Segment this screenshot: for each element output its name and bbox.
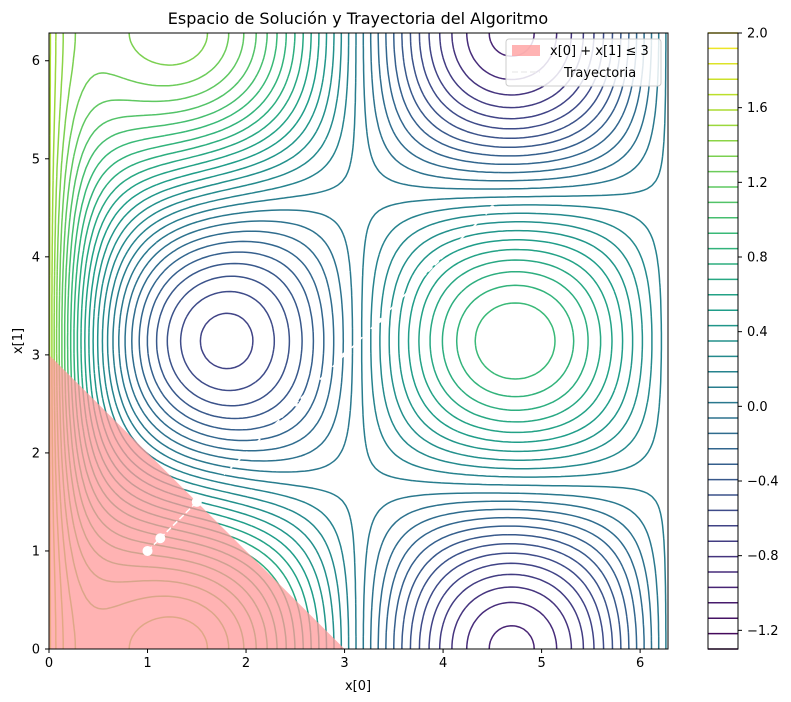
y-tick-label: 4	[32, 250, 40, 265]
trajectory-point	[155, 533, 166, 544]
trajectory-point	[292, 401, 298, 407]
colorbar-tick-label: −0.4	[747, 475, 779, 490]
trajectory-point	[376, 318, 382, 324]
contour-level-11	[155, 33, 622, 649]
legend-swatch-region	[512, 45, 540, 56]
contour-level-12	[146, 33, 630, 649]
trajectory-point	[489, 205, 495, 211]
x-tick-label: 3	[340, 656, 348, 671]
y-tick-label: 5	[32, 152, 40, 167]
contour-level-15	[124, 33, 653, 649]
colorbar-tick-label: 1.2	[747, 176, 768, 191]
x-tick-label: 4	[439, 656, 447, 671]
y-axis-label: x[1]	[11, 328, 26, 354]
x-axis-label: x[0]	[345, 679, 371, 694]
colorbar-tick-label: 0.0	[747, 400, 768, 415]
legend-frame	[505, 38, 662, 87]
trajectory	[142, 205, 495, 556]
colorbar-frame	[707, 32, 739, 650]
x-axis: 0 1 2 3 4 5 6	[45, 649, 644, 671]
contour-level-6	[451, 33, 573, 649]
x-tick-label: 6	[636, 656, 644, 671]
y-tick-label: 6	[32, 54, 40, 69]
colorbar: 2.0 1.6 1.2 0.8 0.4 0.0 −0.4 −0.8 −1.2	[707, 27, 779, 650]
y-tick-label: 2	[32, 446, 40, 461]
legend-label-trajectory: Trayectoria	[563, 66, 636, 81]
y-tick-label: 0	[32, 643, 40, 658]
colorbar-tick-label: −1.2	[747, 624, 779, 639]
y-tick-label: 1	[32, 544, 40, 559]
x-tick-label: 1	[143, 656, 151, 671]
contour-level-13	[138, 33, 638, 649]
colorbar-tick-label: 0.8	[747, 251, 768, 266]
x-tick-label: 2	[242, 656, 250, 671]
legend-label-region: x[0] + x[1] ≤ 3	[550, 44, 649, 59]
contour-level-14	[131, 33, 645, 649]
trajectory-point	[342, 352, 348, 358]
y-axis: 0 1 2 3 4 5 6	[32, 54, 49, 658]
contour-level-8	[199, 33, 595, 649]
colorbar-tick-label: 0.4	[747, 325, 768, 340]
colorbar-tick-label: 1.6	[747, 101, 768, 116]
contour-level-10	[166, 33, 614, 649]
trajectory-line	[146, 207, 493, 552]
contour-level-4	[488, 33, 535, 649]
trajectory-point	[191, 496, 202, 507]
legend: x[0] + x[1] ≤ 3 Trayectoria	[505, 38, 662, 87]
colorbar-tick-label: −0.8	[747, 549, 779, 564]
y-tick-label: 3	[32, 348, 40, 363]
trajectory-point	[415, 278, 421, 284]
contour-level-16	[118, 33, 660, 649]
x-tick-label: 5	[537, 656, 545, 671]
plot-area	[49, 33, 667, 649]
plot-frame	[48, 32, 669, 650]
contour-level-7	[438, 33, 585, 649]
x-tick-label: 0	[45, 656, 53, 671]
trajectory-point	[142, 545, 153, 556]
colorbar-tick-label: 2.0	[747, 27, 768, 42]
contour-level-9	[179, 33, 605, 649]
chart-title: Espacio de Solución y Trayectoria del Al…	[168, 9, 548, 28]
contour-level-18	[106, 33, 663, 649]
contour-level-17	[112, 33, 667, 649]
